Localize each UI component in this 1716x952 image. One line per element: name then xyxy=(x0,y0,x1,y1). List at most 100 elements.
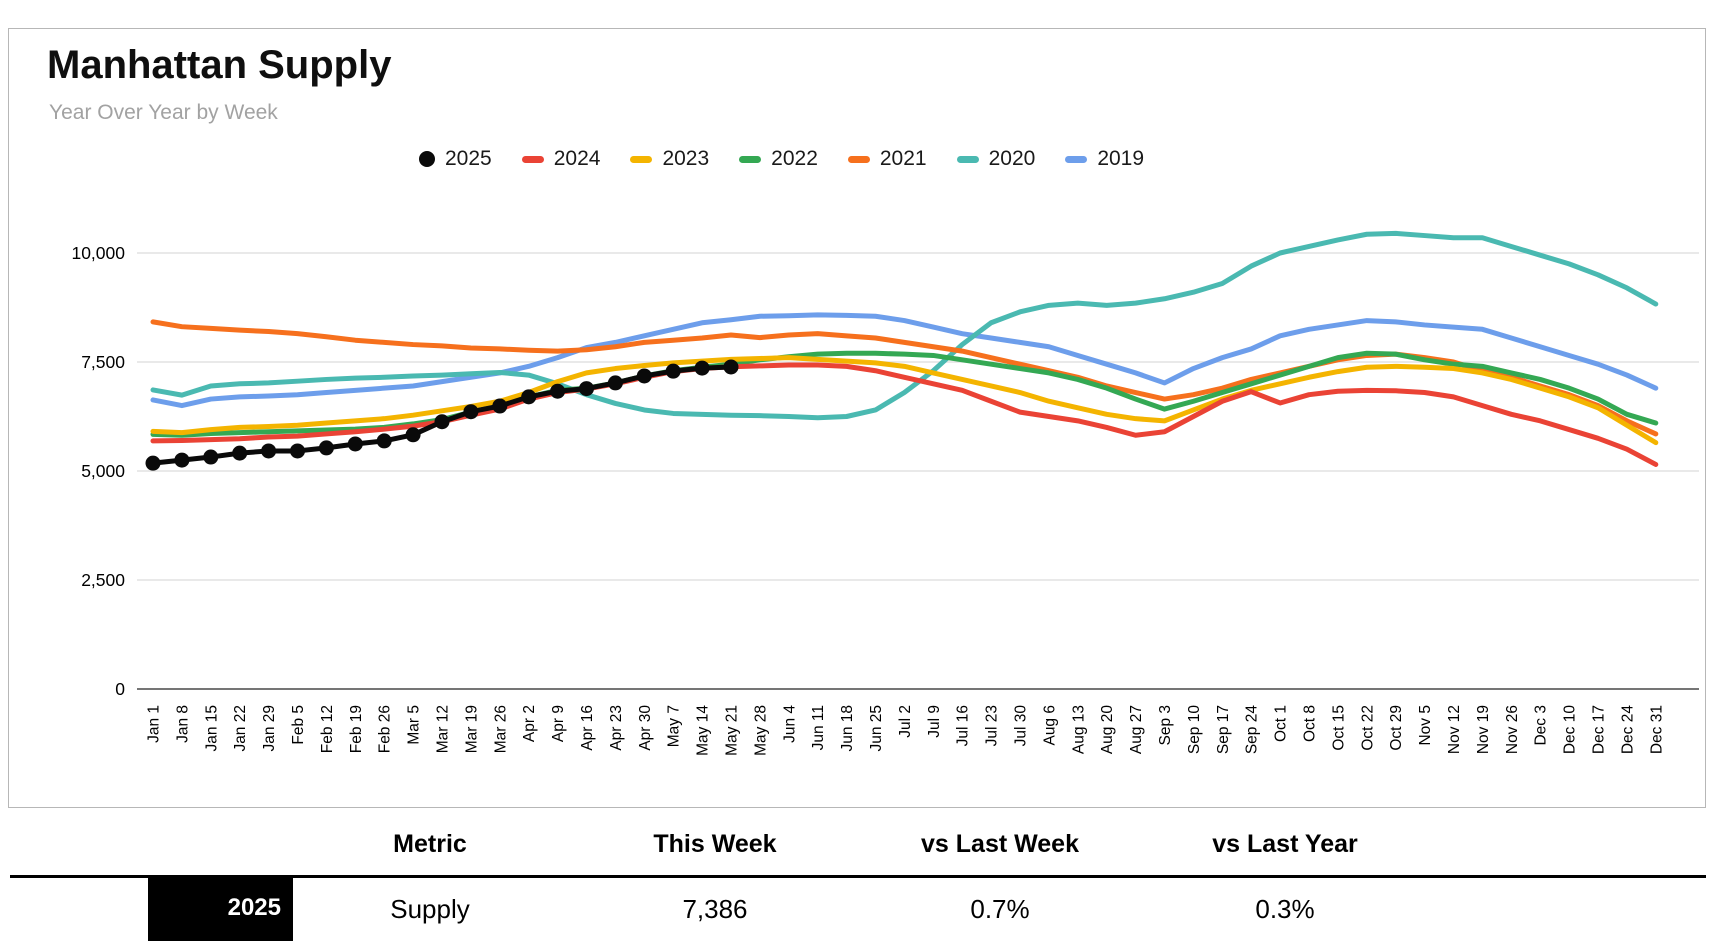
x-tick-label: Nov 5 xyxy=(1417,705,1434,746)
series-line-2019 xyxy=(150,312,1659,409)
legend-label: 2024 xyxy=(553,147,601,170)
cell-this-week: 7,386 xyxy=(682,894,748,924)
y-tick-label: 0 xyxy=(115,679,125,699)
x-tick-label: Jun 18 xyxy=(839,705,856,752)
x-tick-label: Jan 15 xyxy=(203,705,220,752)
page-subtitle: Year Over Year by Week xyxy=(49,101,278,124)
x-tick-label: Sep 24 xyxy=(1244,705,1261,755)
chart-card: 0 2,500 5,000 7,500 10,000 Jan 1 Jan 8 Jan 15 Ja… xyxy=(8,28,1706,808)
x-tick-label: Aug 27 xyxy=(1128,705,1145,754)
x-tick-label: Sep 3 xyxy=(1157,705,1174,746)
x-tick-label: Jan 22 xyxy=(232,705,249,752)
series-point-2025 xyxy=(521,389,537,405)
legend-swatch-2024-dash-icon xyxy=(521,155,544,163)
y-tick-label: 7,500 xyxy=(81,352,125,372)
series-point-2025 xyxy=(203,449,219,465)
legend-item-2022: 2022 xyxy=(739,147,818,171)
table-divider xyxy=(10,875,1706,878)
supply-chart: 0 2,500 5,000 7,500 10,000 Jan 1 Jan 8 Jan 15 Ja… xyxy=(71,230,1699,756)
series-point-2025 xyxy=(694,360,710,376)
x-tick-label: Dec 10 xyxy=(1562,705,1579,754)
series-point-2025 xyxy=(261,443,277,459)
series-point-2025 xyxy=(376,433,392,449)
legend-swatch-2023-dash-icon xyxy=(630,155,653,163)
x-tick-label: Sep 10 xyxy=(1186,705,1203,755)
x-tick-label: Jun 25 xyxy=(868,705,885,752)
x-tick-label: Oct 1 xyxy=(1273,705,1290,742)
y-tick-label: 5,000 xyxy=(81,461,125,481)
x-tick-label: Sep 17 xyxy=(1215,705,1232,754)
x-tick-label: Jul 16 xyxy=(955,705,972,746)
series-point-2025 xyxy=(636,368,652,384)
legend-item-2021: 2021 xyxy=(847,147,927,171)
x-tick-label: Oct 29 xyxy=(1388,705,1405,751)
series-point-2025 xyxy=(232,445,248,461)
column-header-metric: Metric xyxy=(393,830,467,858)
legend-swatch-2020-dash-icon xyxy=(956,155,979,163)
column-header-vs-last-year: vs Last Year xyxy=(1212,830,1358,858)
x-tick-label: Apr 23 xyxy=(608,705,625,751)
series-point-2025 xyxy=(463,404,479,420)
series-point-2025 xyxy=(550,383,566,399)
y-tick-label: 10,000 xyxy=(71,243,125,263)
x-tick-label: Feb 26 xyxy=(377,705,394,753)
series-line-2024 xyxy=(150,362,1659,467)
series-point-2025 xyxy=(290,443,305,459)
legend-label: 2021 xyxy=(879,147,927,170)
x-tick-label: Feb 19 xyxy=(348,705,365,753)
x-tick-label: Nov 19 xyxy=(1475,705,1492,754)
series-line-2020 xyxy=(150,230,1659,421)
x-tick-label: Jan 8 xyxy=(174,705,191,743)
x-tick-label: May 14 xyxy=(695,705,712,756)
x-tick-label: Jul 30 xyxy=(1013,705,1030,747)
legend-label: 2020 xyxy=(988,147,1036,170)
legend-item-2023: 2023 xyxy=(630,147,709,171)
chart-legend: 2025 2024 2023 2022 2021 2020 2019 xyxy=(419,147,1144,171)
x-tick-label: Feb 12 xyxy=(319,705,336,753)
series-point-2025 xyxy=(492,398,508,414)
legend-item-2019: 2019 xyxy=(1065,147,1144,171)
x-tick-label: May 28 xyxy=(752,705,769,756)
legend-swatch-2025-circle-icon xyxy=(419,151,435,167)
x-tick-label: Mar 12 xyxy=(435,705,452,753)
series-line-2023 xyxy=(150,355,1659,446)
x-tick-label: Jul 9 xyxy=(926,705,943,738)
x-tick-label: Aug 20 xyxy=(1099,705,1116,755)
series-point-2025 xyxy=(318,440,334,456)
x-tick-label: Feb 5 xyxy=(290,705,307,745)
page-title: Manhattan Supply xyxy=(47,43,392,87)
x-tick-label: Mar 5 xyxy=(406,705,423,745)
summary-table: Metric This Week vs Last Week vs Last Ye… xyxy=(0,808,1716,952)
x-tick-label: Jun 11 xyxy=(810,705,827,750)
x-tick-label: Jan 1 xyxy=(146,705,163,743)
series-point-2025 xyxy=(579,381,594,397)
x-tick-label: Dec 24 xyxy=(1619,705,1636,754)
column-header-vs-last-week: vs Last Week xyxy=(921,830,1079,858)
legend-swatch-2019-dash-icon xyxy=(1065,155,1088,163)
series-point-2025 xyxy=(434,414,450,430)
x-tick-label: Apr 2 xyxy=(521,705,538,742)
x-tick-label: Jul 23 xyxy=(984,705,1001,746)
x-tick-label: Oct 22 xyxy=(1359,705,1376,751)
legend-item-2020: 2020 xyxy=(956,147,1036,171)
x-tick-label: Apr 30 xyxy=(637,705,654,751)
y-tick-label: 2,500 xyxy=(81,570,125,590)
x-tick-label: Dec 3 xyxy=(1533,705,1550,746)
x-tick-label: Oct 8 xyxy=(1302,705,1319,742)
series-point-2025 xyxy=(405,427,421,443)
x-tick-label: Oct 15 xyxy=(1330,705,1347,751)
x-tick-label: Mar 26 xyxy=(492,705,509,753)
legend-label: 2025 xyxy=(445,147,492,170)
legend-label: 2023 xyxy=(662,147,710,170)
column-header-this-week: This Week xyxy=(653,830,777,858)
x-tick-label: Apr 9 xyxy=(550,705,567,742)
legend-item-2025: 2025 xyxy=(419,147,492,171)
cell-metric: Supply xyxy=(390,894,470,924)
legend-item-2024: 2024 xyxy=(521,147,601,171)
legend-swatch-2021-dash-icon xyxy=(847,155,870,163)
x-tick-label: Aug 6 xyxy=(1041,705,1058,746)
x-tick-label: Jan 29 xyxy=(261,705,278,752)
x-tick-label: Apr 16 xyxy=(579,705,596,751)
series-point-2025 xyxy=(665,363,681,379)
x-tick-label: Nov 26 xyxy=(1504,705,1521,754)
